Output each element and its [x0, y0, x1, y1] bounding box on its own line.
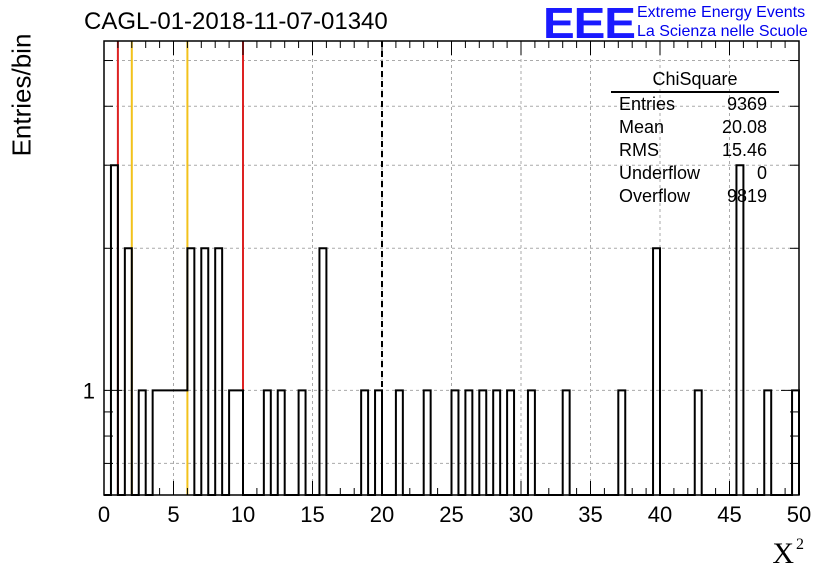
x-tick-label: 5 [167, 502, 179, 527]
histogram-bar [229, 390, 236, 495]
histogram-bar [618, 390, 625, 495]
histogram-bar [528, 390, 535, 495]
x-tick-label: 40 [648, 502, 672, 527]
histogram-bar [125, 248, 132, 495]
x-tick-label: 45 [717, 502, 741, 527]
logo-line-2: La Scienza nelle Scuole [637, 23, 808, 40]
stats-label: Underflow [619, 163, 701, 183]
x-axis-label-superscript: 2 [796, 536, 804, 553]
x-tick-label: 0 [98, 502, 110, 527]
histogram-bar [167, 390, 174, 495]
stats-row-overflow: Overflow 9819 [611, 185, 779, 208]
stats-label: Entries [619, 94, 676, 114]
histogram-bar [736, 165, 743, 495]
histogram-bar [319, 248, 326, 495]
stats-value: 9369 [726, 94, 767, 114]
stats-value: 9819 [726, 186, 767, 206]
stats-box-title: ChiSquare [611, 68, 779, 93]
histogram-bar [375, 390, 382, 495]
histogram-bar [507, 390, 514, 495]
histogram-bar [764, 390, 771, 495]
histogram-bar [215, 248, 222, 495]
histogram-bar [153, 390, 160, 495]
histogram-bar [299, 390, 306, 495]
stats-rows: Entries 9369 Mean 20.08 RMS 15.46 Underflow 0 Ov… [611, 93, 779, 208]
logo-text: Extreme Energy Events La Scienza nelle S… [637, 3, 808, 41]
stats-row-entries: Entries 9369 [611, 93, 779, 116]
histogram-bar [424, 390, 431, 495]
logo-line-1: Extreme Energy Events [637, 4, 806, 21]
stats-row-underflow: Underflow 0 [611, 162, 779, 185]
stats-value: 20.08 [721, 117, 767, 137]
histogram-bar [236, 390, 243, 495]
histogram-bar [180, 390, 187, 495]
x-axis-label-base: X [772, 537, 794, 570]
stats-label: Mean [619, 117, 665, 137]
histogram-bar [139, 390, 146, 495]
chart-title: CAGL-01-2018-11-07-01340 [84, 8, 388, 35]
histogram-bar [174, 390, 181, 495]
x-tick-label: 50 [787, 502, 811, 527]
histogram-bar [264, 390, 271, 495]
histogram-bar [160, 390, 167, 495]
stats-row-rms: RMS 15.46 [611, 139, 779, 162]
histogram-bar [653, 248, 660, 495]
histogram-bar [792, 390, 799, 495]
histogram-bar [493, 390, 500, 495]
histogram-bar [111, 165, 118, 495]
histogram-bar [479, 390, 486, 495]
x-tick-label: 20 [370, 502, 394, 527]
histogram-bar [465, 390, 472, 495]
eee-logo: EEE [543, 0, 636, 48]
histogram-bar [695, 390, 702, 495]
y-tick-label: 1 [83, 378, 95, 403]
stats-value: 0 [756, 163, 767, 183]
histogram-bar [396, 390, 403, 495]
histogram-bar [278, 390, 285, 495]
x-tick-label: 30 [509, 502, 533, 527]
x-tick-label: 25 [439, 502, 463, 527]
x-tick-label: 15 [300, 502, 324, 527]
histogram-bar [187, 248, 194, 495]
stats-label: Overflow [619, 186, 691, 206]
stats-value: 15.46 [721, 140, 767, 160]
histogram-bar [452, 390, 459, 495]
histogram-bar [361, 390, 368, 495]
y-axis-label-container: Entries/bin [4, 0, 40, 190]
x-tick-label: 10 [231, 502, 255, 527]
histogram-bar [563, 390, 570, 495]
y-axis-label: Entries/bin [6, 33, 37, 157]
histogram-bar [201, 248, 208, 495]
stats-label: RMS [619, 140, 659, 160]
x-tick-label: 35 [578, 502, 602, 527]
stats-box: ChiSquare Entries 9369 Mean 20.08 RMS 15.46 Un… [611, 68, 779, 208]
stats-row-mean: Mean 20.08 [611, 116, 779, 139]
